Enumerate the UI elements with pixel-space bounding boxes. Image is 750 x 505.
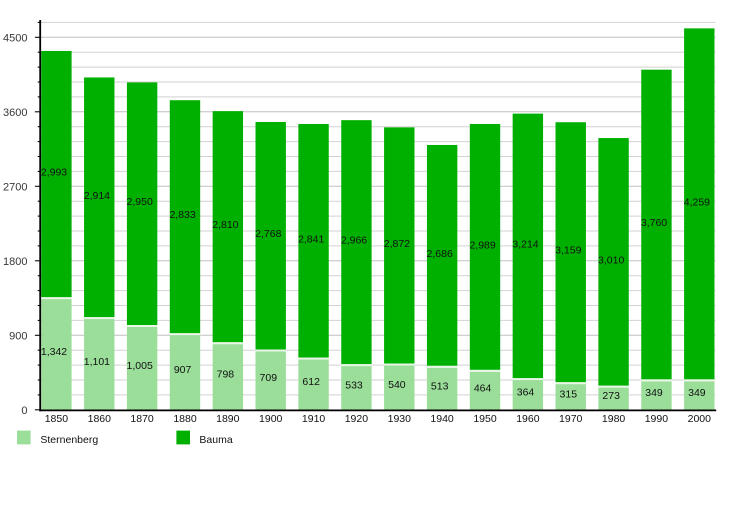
svg-text:2000: 2000	[688, 413, 712, 425]
svg-text:2,768: 2,768	[255, 228, 281, 240]
svg-text:1,101: 1,101	[84, 356, 110, 368]
svg-text:1,005: 1,005	[127, 360, 153, 372]
svg-text:2700: 2700	[3, 182, 27, 194]
svg-text:4,259: 4,259	[684, 196, 710, 208]
svg-text:364: 364	[517, 386, 535, 398]
svg-text:2,833: 2,833	[169, 209, 195, 221]
svg-text:2,872: 2,872	[384, 238, 410, 250]
svg-text:2,966: 2,966	[341, 235, 367, 247]
svg-text:1960: 1960	[516, 413, 540, 425]
svg-text:315: 315	[560, 389, 578, 401]
svg-text:Sternenberg: Sternenberg	[40, 434, 98, 446]
svg-text:798: 798	[217, 369, 235, 381]
svg-text:709: 709	[260, 372, 278, 384]
svg-text:1910: 1910	[302, 413, 326, 425]
svg-text:1970: 1970	[559, 413, 583, 425]
svg-text:1920: 1920	[345, 413, 369, 425]
svg-text:3,010: 3,010	[598, 254, 624, 266]
svg-text:907: 907	[174, 364, 192, 376]
svg-text:0: 0	[21, 405, 27, 417]
svg-text:1950: 1950	[473, 413, 497, 425]
svg-text:1930: 1930	[388, 413, 412, 425]
svg-text:1850: 1850	[45, 413, 69, 425]
svg-text:513: 513	[431, 380, 449, 392]
svg-text:3,760: 3,760	[641, 217, 667, 229]
svg-text:533: 533	[345, 379, 363, 391]
svg-text:1880: 1880	[173, 413, 197, 425]
svg-text:464: 464	[474, 382, 492, 394]
svg-text:1980: 1980	[602, 413, 626, 425]
svg-text:540: 540	[388, 379, 406, 391]
svg-text:1800: 1800	[3, 256, 27, 268]
svg-text:1940: 1940	[430, 413, 454, 425]
svg-text:2,841: 2,841	[298, 233, 324, 245]
svg-text:1,342: 1,342	[41, 346, 67, 358]
svg-text:2,950: 2,950	[127, 196, 153, 208]
svg-text:2,993: 2,993	[41, 167, 67, 179]
svg-text:1860: 1860	[88, 413, 112, 425]
svg-text:2,914: 2,914	[84, 190, 110, 202]
svg-text:612: 612	[302, 376, 320, 388]
svg-text:3600: 3600	[3, 107, 27, 119]
svg-text:349: 349	[645, 387, 663, 399]
svg-text:1990: 1990	[645, 413, 669, 425]
svg-text:273: 273	[602, 390, 620, 402]
svg-text:2,810: 2,810	[212, 219, 238, 231]
svg-text:1890: 1890	[216, 413, 240, 425]
svg-text:3,159: 3,159	[555, 245, 581, 257]
svg-text:3,214: 3,214	[512, 238, 538, 250]
svg-text:1900: 1900	[259, 413, 283, 425]
svg-text:900: 900	[9, 331, 27, 343]
svg-text:349: 349	[688, 387, 706, 399]
svg-text:2,989: 2,989	[469, 239, 495, 251]
svg-text:4500: 4500	[3, 33, 27, 45]
svg-text:2,686: 2,686	[427, 248, 453, 260]
svg-text:Bauma: Bauma	[199, 434, 232, 446]
svg-text:1870: 1870	[130, 413, 154, 425]
